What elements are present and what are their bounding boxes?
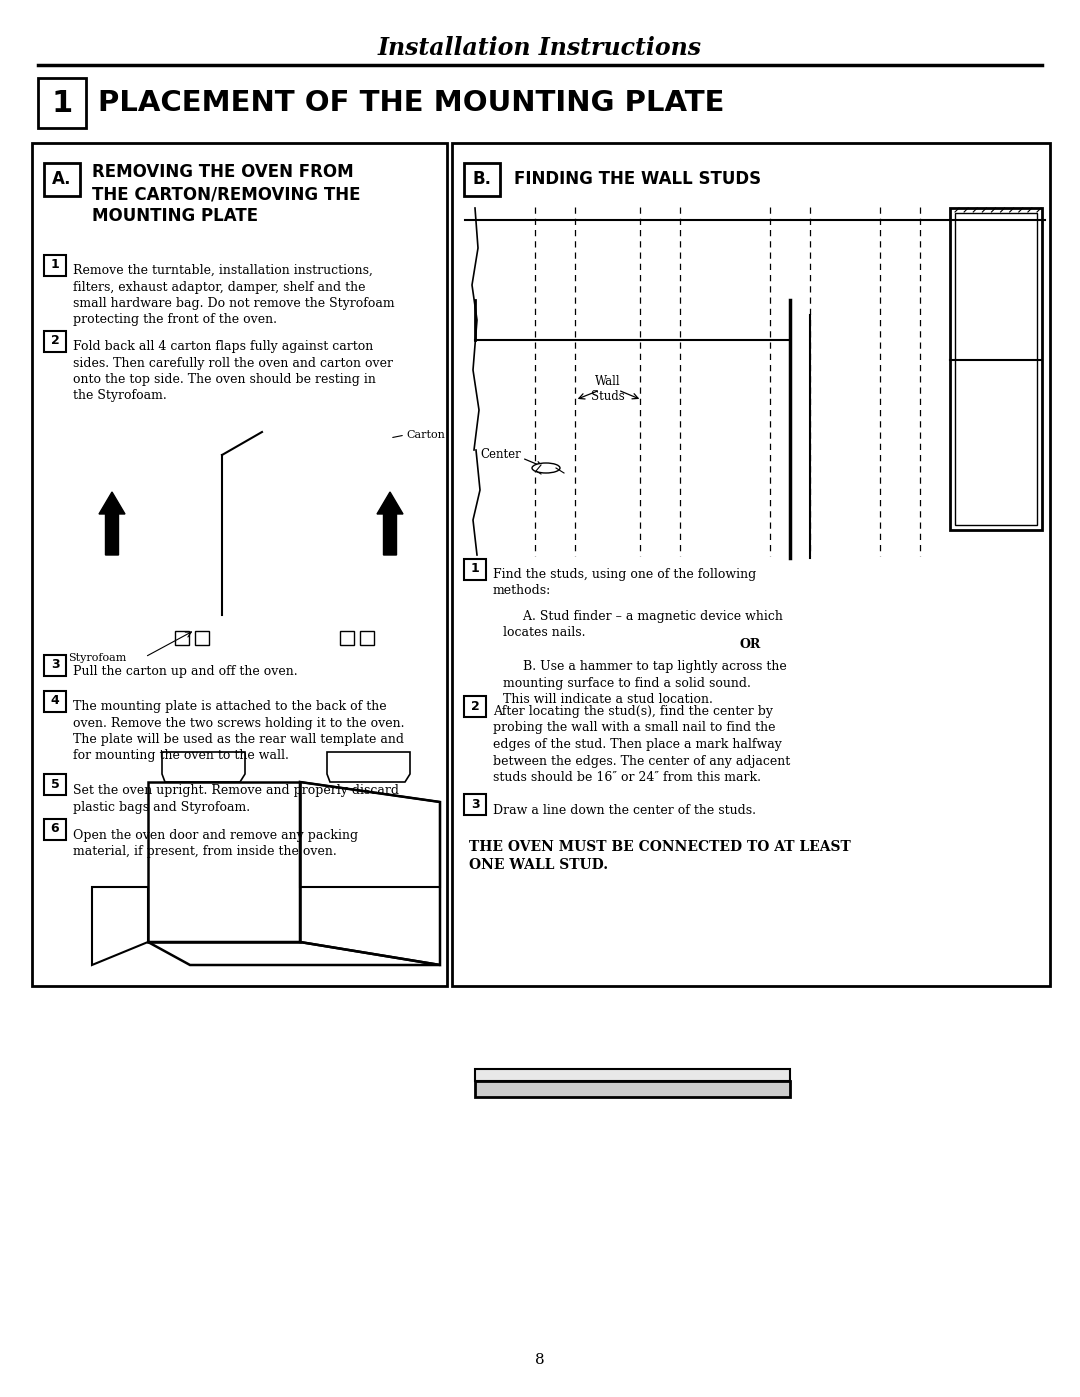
Text: THE OVEN MUST BE CONNECTED TO AT LEAST
ONE WALL STUD.: THE OVEN MUST BE CONNECTED TO AT LEAST O…	[469, 840, 851, 872]
Text: REMOVING THE OVEN FROM
THE CARTON/REMOVING THE
MOUNTING PLATE: REMOVING THE OVEN FROM THE CARTON/REMOVI…	[92, 163, 361, 225]
Bar	[44, 331, 66, 352]
Text: 6: 6	[51, 823, 59, 835]
Bar	[955, 212, 1037, 525]
Bar	[44, 774, 66, 795]
Bar	[32, 142, 447, 986]
Text: Open the oven door and remove any packing
material, if present, from inside the : Open the oven door and remove any packin…	[73, 828, 359, 859]
Bar	[340, 631, 354, 645]
Text: 2: 2	[471, 700, 480, 712]
Text: B. Use a hammer to tap lightly across the
mounting surface to find a solid sound: B. Use a hammer to tap lightly across th…	[503, 659, 786, 705]
Text: B.: B.	[473, 170, 491, 189]
Text: A.: A.	[52, 170, 71, 189]
Bar	[44, 692, 66, 712]
Bar	[360, 631, 374, 645]
Text: After locating the stud(s), find the center by
probing the wall with a small nai: After locating the stud(s), find the cen…	[492, 705, 791, 784]
Bar	[464, 696, 486, 717]
Text: The mounting plate is attached to the back of the
oven. Remove the two screws ho: The mounting plate is attached to the ba…	[73, 700, 405, 763]
Text: Remove the turntable, installation instructions,
filters, exhaust adaptor, dampe: Remove the turntable, installation instr…	[73, 264, 394, 327]
Bar	[465, 205, 1045, 557]
Bar	[195, 631, 210, 645]
Text: 1: 1	[51, 258, 59, 271]
Text: Fold back all 4 carton flaps fully against carton
sides. Then carefully roll the: Fold back all 4 carton flaps fully again…	[73, 339, 393, 402]
Bar	[38, 78, 86, 129]
Bar	[464, 163, 500, 196]
Text: Styrofoam: Styrofoam	[68, 652, 126, 664]
Text: 2: 2	[51, 334, 59, 348]
Text: A. Stud finder – a magnetic device which
locates nails.: A. Stud finder – a magnetic device which…	[503, 610, 783, 640]
Polygon shape	[475, 1069, 789, 1081]
Bar	[453, 142, 1050, 986]
Bar	[464, 793, 486, 814]
Text: 3: 3	[471, 798, 480, 810]
Text: 4: 4	[51, 694, 59, 707]
Bar	[44, 163, 80, 196]
Text: Carton: Carton	[406, 430, 445, 440]
Bar	[44, 256, 66, 277]
Polygon shape	[99, 492, 125, 555]
Text: 8: 8	[536, 1354, 544, 1368]
Bar	[175, 631, 189, 645]
Text: Installation Instructions: Installation Instructions	[378, 36, 702, 60]
Bar	[464, 559, 486, 580]
Text: 5: 5	[51, 778, 59, 791]
Text: Center: Center	[480, 448, 521, 461]
Bar	[950, 208, 1042, 529]
Text: Find the studs, using one of the following
methods:: Find the studs, using one of the followi…	[492, 569, 756, 598]
Text: 1: 1	[52, 88, 72, 117]
Text: Draw a line down the center of the studs.: Draw a line down the center of the studs…	[492, 805, 756, 817]
Text: Pull the carton up and off the oven.: Pull the carton up and off the oven.	[73, 665, 298, 678]
Ellipse shape	[532, 462, 561, 474]
Text: FINDING THE WALL STUDS: FINDING THE WALL STUDS	[514, 170, 761, 189]
Text: 1: 1	[471, 563, 480, 576]
Text: 3: 3	[51, 658, 59, 672]
Text: OR: OR	[740, 638, 760, 651]
Polygon shape	[377, 492, 403, 555]
Text: Set the oven upright. Remove and properly discard
plastic bags and Styrofoam.: Set the oven upright. Remove and properl…	[73, 784, 399, 813]
Bar	[44, 655, 66, 676]
Bar	[44, 819, 66, 840]
Text: PLACEMENT OF THE MOUNTING PLATE: PLACEMENT OF THE MOUNTING PLATE	[98, 89, 725, 117]
Text: Wall
Studs: Wall Studs	[591, 374, 625, 402]
Polygon shape	[475, 1081, 789, 1097]
